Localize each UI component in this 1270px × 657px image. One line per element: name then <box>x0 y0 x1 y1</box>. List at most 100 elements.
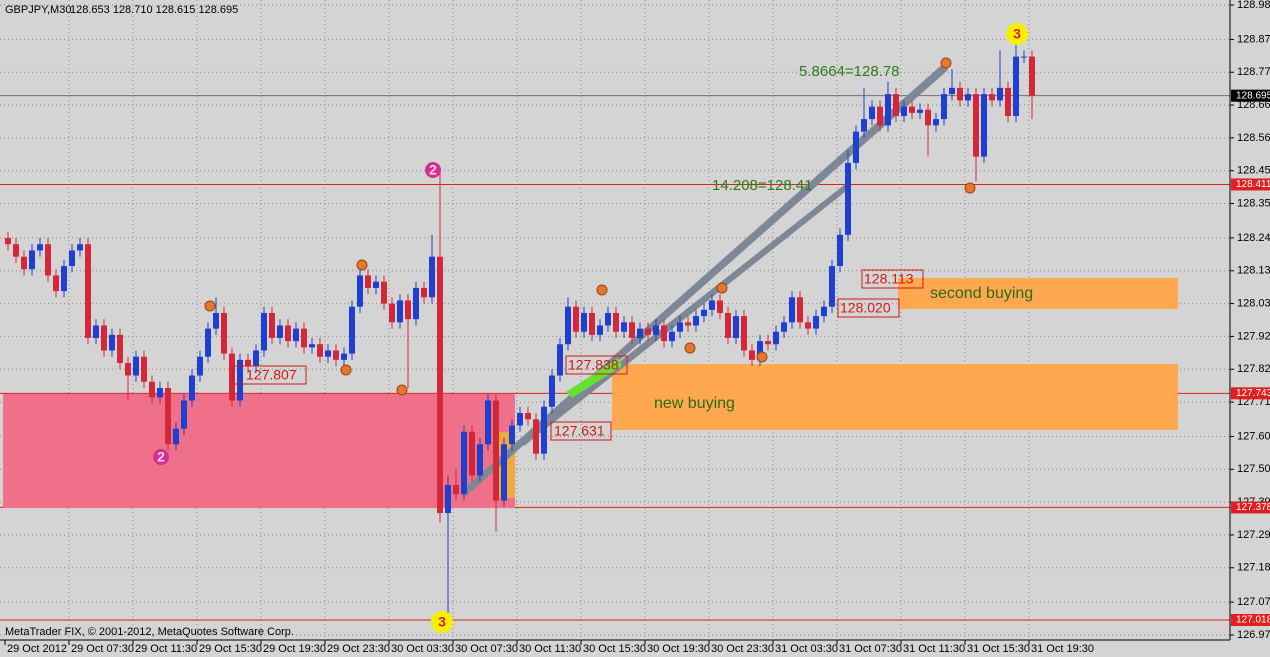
price-annotation: 128.020 <box>840 300 891 316</box>
candle-body <box>445 484 451 514</box>
label-box <box>232 365 307 385</box>
candle-body <box>373 281 379 288</box>
channel <box>566 358 622 398</box>
candle-body <box>877 106 883 126</box>
price-tag-label: 127.018 <box>1236 615 1270 626</box>
candle-body <box>213 312 219 329</box>
candle-body <box>581 312 587 332</box>
price-tag <box>1231 613 1270 626</box>
candle-body <box>389 303 395 323</box>
candle-body <box>197 356 203 376</box>
y-tick-label: 128.135 <box>1237 265 1270 277</box>
candle-body <box>893 94 899 116</box>
candle-body <box>69 250 75 267</box>
marker-label: 3 <box>438 614 446 630</box>
x-tick-label: 29 Oct 23:30 <box>327 643 390 655</box>
candle-body <box>253 350 259 367</box>
candle-body <box>285 325 291 342</box>
candle-body <box>813 316 819 329</box>
price-tag-label: 128.695 <box>1236 90 1270 101</box>
marker <box>425 162 441 178</box>
candle-body <box>141 356 147 382</box>
candle-body <box>973 94 979 157</box>
y-tick-label: 128.240 <box>1237 232 1270 244</box>
candle-body <box>917 109 923 113</box>
candle-body <box>261 312 267 351</box>
candle-body <box>277 325 283 338</box>
candle-body <box>765 341 771 345</box>
candle-body <box>405 300 411 320</box>
candle-body <box>901 106 907 116</box>
candle-body <box>469 431 475 476</box>
candle-body <box>981 94 987 157</box>
y-tick-label: 127.605 <box>1237 430 1270 442</box>
candle-body <box>709 300 715 310</box>
candle-body <box>1029 56 1035 96</box>
candle-body <box>645 328 651 335</box>
candle-body <box>677 322 683 332</box>
marker-label: 3 <box>1013 26 1021 42</box>
candle-body <box>805 322 811 329</box>
y-tick-label: 127.925 <box>1237 330 1270 342</box>
fractal <box>964 182 976 194</box>
candle-body <box>173 428 179 445</box>
candle-body <box>429 256 435 298</box>
x-tick-label: 29 Oct 19:30 <box>263 643 326 655</box>
sell-zone <box>3 394 515 508</box>
fractal <box>596 284 608 296</box>
candle-body <box>701 309 707 317</box>
x-tick-label: 30 Oct 15:30 <box>583 643 646 655</box>
candle-body <box>949 87 955 95</box>
candle-body <box>125 362 131 376</box>
candle-body <box>157 388 163 398</box>
y-tick-label: 128.770 <box>1237 66 1270 78</box>
fractals <box>204 57 976 396</box>
candle-body <box>61 266 67 292</box>
candle-body <box>573 306 579 332</box>
candle-body <box>925 109 931 126</box>
candle-body <box>397 300 403 323</box>
candle-body <box>941 94 947 120</box>
candle-body <box>853 131 859 163</box>
x-tick-label: 30 Oct 07:30 <box>455 643 518 655</box>
zones <box>3 62 1178 508</box>
candle-body <box>21 256 27 270</box>
candle-body <box>325 350 331 357</box>
candle-body <box>557 344 563 376</box>
candle-body <box>957 87 963 101</box>
price-tag <box>1231 387 1270 400</box>
candle-body <box>613 312 619 332</box>
fractal <box>340 364 352 376</box>
candle-body <box>989 94 995 101</box>
candle-body <box>485 400 491 445</box>
candle-body <box>477 444 483 476</box>
x-tick-label: 31 Oct 11:30 <box>903 643 965 655</box>
y-tick-label: 128.560 <box>1237 132 1270 144</box>
candle-body <box>565 306 571 345</box>
y-tick-label: 126.970 <box>1237 629 1270 641</box>
candle-body <box>549 375 555 407</box>
candle-body <box>365 275 371 288</box>
zone-label: new buying <box>654 395 735 412</box>
candle-body <box>933 119 939 126</box>
candle-body <box>309 344 315 348</box>
candle-body <box>109 334 115 351</box>
price-tag-label: 127.378 <box>1236 502 1270 513</box>
candle-body <box>821 306 827 317</box>
candle-body <box>101 325 107 351</box>
candle-body <box>621 322 627 332</box>
candle-body <box>117 334 123 363</box>
plot <box>5 40 1035 626</box>
price-tag-label: 127.743 <box>1236 388 1270 399</box>
marker-label: 2 <box>157 449 165 465</box>
y-tick-label: 127.185 <box>1237 562 1270 574</box>
candle-body <box>725 312 731 338</box>
x-tick-label: 29 Oct 15:30 <box>199 643 262 655</box>
candle-body <box>509 425 515 445</box>
y-tick-label: 128.985 <box>1237 0 1270 11</box>
marker <box>153 449 169 465</box>
channel <box>520 182 850 446</box>
candle-body <box>77 244 83 251</box>
candle-body <box>333 350 339 360</box>
candle-body <box>789 297 795 323</box>
